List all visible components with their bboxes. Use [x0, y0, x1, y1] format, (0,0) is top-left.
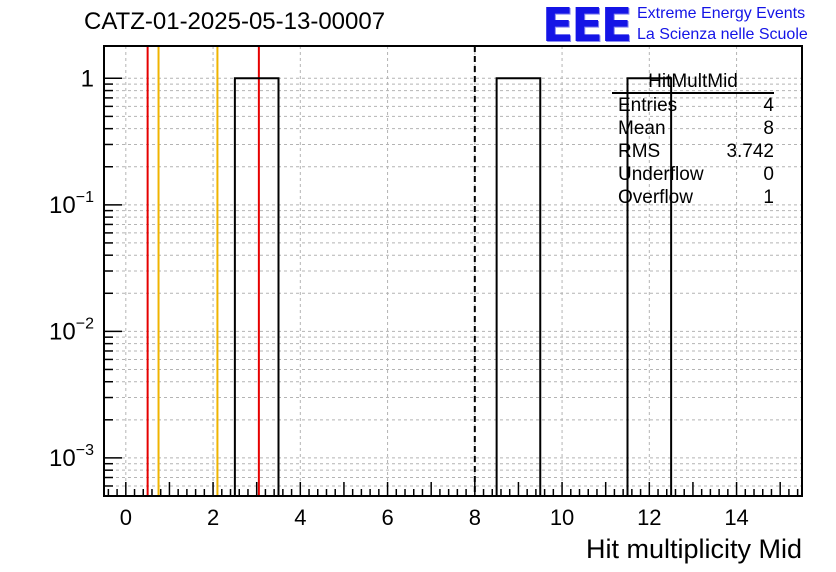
- stats-row: Underflow 0: [612, 163, 774, 186]
- stats-row: Entries 4: [612, 94, 774, 117]
- x-tick-label: 0: [120, 505, 132, 530]
- stats-label: RMS: [618, 141, 661, 162]
- y-tick-label: 10−2: [49, 315, 94, 345]
- stats-row: Mean 8: [612, 117, 774, 140]
- stats-label: Mean: [618, 118, 666, 139]
- stats-label: Underflow: [618, 164, 704, 185]
- stats-box: HitMultMid Entries 4 Mean 8 RMS 3.742 Underflo…: [612, 71, 774, 209]
- x-tick-label: 10: [550, 505, 574, 530]
- histogram-bar: [233, 77, 280, 496]
- stats-row: RMS 3.742: [612, 140, 774, 163]
- stats-value: 3.742: [726, 141, 774, 162]
- x-tick-label: 6: [381, 505, 393, 530]
- y-tick-label: 10−1: [49, 189, 94, 219]
- histogram-bar: [495, 77, 542, 496]
- stats-label: Overflow: [618, 187, 693, 208]
- stats-title: HitMultMid: [612, 71, 774, 94]
- stats-value: 8: [763, 118, 774, 139]
- logo-line-1: Extreme Energy Events: [637, 5, 806, 22]
- stats-label: Entries: [618, 95, 678, 116]
- x-tick-label: 14: [724, 505, 748, 530]
- y-tick-label: 10−3: [49, 442, 94, 472]
- histogram-bar: [626, 77, 673, 496]
- x-tick-label: 4: [294, 505, 306, 530]
- logo-line-2: La Scienza nelle Scuole: [637, 26, 808, 43]
- x-tick-label: 2: [207, 505, 219, 530]
- stats-value: 4: [763, 95, 774, 116]
- chart-title: CATZ-01-2025-05-13-00007: [84, 8, 386, 35]
- stats-value: 0: [763, 164, 774, 185]
- stats-row: Overflow 1: [612, 186, 774, 209]
- logo-mark: EEE: [542, 0, 632, 52]
- y-tick-label: 1: [81, 65, 94, 92]
- stats-rows: Entries 4 Mean 8 RMS 3.742 Underflow 0 Overflow 1: [612, 94, 774, 209]
- x-tick-label: 8: [469, 505, 481, 530]
- stats-value: 1: [763, 187, 774, 208]
- x-tick-label: 12: [637, 505, 661, 530]
- x-axis-label: Hit multiplicity Mid: [585, 534, 802, 564]
